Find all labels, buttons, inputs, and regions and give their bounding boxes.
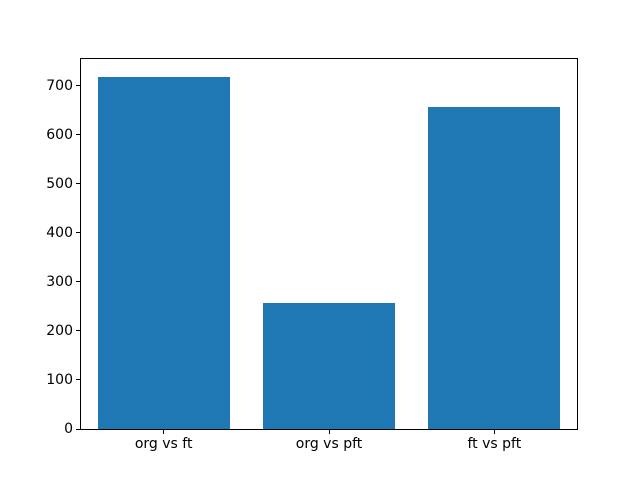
y-tick-label: 700 xyxy=(46,77,73,94)
y-tick-label: 0 xyxy=(64,421,73,437)
x-tick-label: org vs pft xyxy=(295,436,363,452)
x-tick-mark xyxy=(493,430,495,434)
y-tick-mark xyxy=(76,134,80,136)
y-tick-mark xyxy=(76,330,80,332)
bar-ft-vs-pft xyxy=(428,106,561,429)
x-tick-mark xyxy=(328,430,330,434)
bar-org-vs-pft xyxy=(262,302,396,429)
y-tick-mark xyxy=(76,281,80,283)
y-tick-label: 400 xyxy=(46,224,73,241)
bar-org-vs-ft xyxy=(97,76,230,429)
x-tick-label: ft vs pft xyxy=(467,436,522,452)
y-tick-label: 100 xyxy=(46,371,73,388)
y-tick-mark xyxy=(76,232,80,234)
x-tick-mark xyxy=(163,430,165,434)
y-tick-label: 500 xyxy=(46,175,73,192)
axes-area: 0 100 200 300 400 500 600 700 org vs ft org vs p… xyxy=(46,58,578,451)
y-tick-mark xyxy=(76,428,80,430)
y-tick-mark xyxy=(76,85,80,87)
y-tick-mark xyxy=(76,379,80,381)
y-tick-label: 600 xyxy=(46,126,73,143)
x-tick-label: org vs ft xyxy=(134,436,193,452)
y-tick-label: 200 xyxy=(46,322,73,339)
y-tick-mark xyxy=(76,183,80,185)
y-tick-label: 300 xyxy=(46,273,73,290)
